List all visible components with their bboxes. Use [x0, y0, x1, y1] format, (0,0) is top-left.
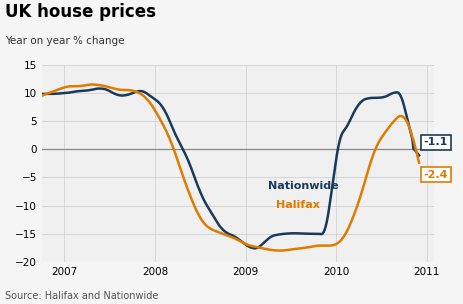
- Text: UK house prices: UK house prices: [5, 3, 155, 21]
- Text: Year on year % change: Year on year % change: [5, 36, 124, 47]
- Text: Halifax: Halifax: [275, 200, 319, 210]
- Text: Source: Halifax and Nationwide: Source: Halifax and Nationwide: [5, 291, 158, 301]
- Text: -2.4: -2.4: [423, 170, 447, 180]
- Text: Nationwide: Nationwide: [268, 181, 338, 191]
- Text: -1.1: -1.1: [423, 137, 447, 147]
